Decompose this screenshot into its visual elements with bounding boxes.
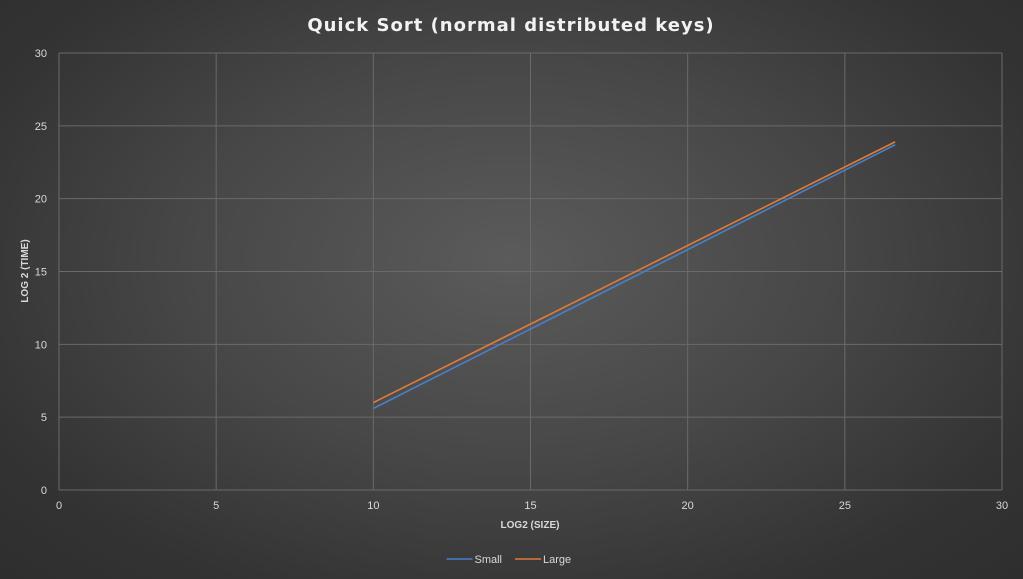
x-tick-label: 0 [56,500,62,512]
y-tick-label: 5 [41,412,47,424]
y-tick-label: 0 [41,485,47,497]
legend-label: Small [475,554,503,566]
series-layer [372,141,896,410]
legend-item-small: Small [446,554,503,566]
y-tick-label: 15 [35,267,47,279]
x-tick-label: 5 [213,500,219,512]
y-tick-label: 20 [35,194,47,206]
legend-label: Large [543,554,571,566]
chart-title: Quick Sort (normal distributed keys) [307,15,714,36]
y-tick-label: 10 [35,339,47,351]
grid-layer [58,52,1003,491]
legend: Small Large [446,554,571,566]
x-tick-label: 10 [367,500,379,512]
x-tick-label: 30 [996,500,1008,512]
x-tick-label: 20 [682,500,694,512]
x-tick-label: 25 [839,500,851,512]
x-tick-label: 15 [524,500,536,512]
tick-labels: 0 5 10 15 20 25 30 0 5 10 15 20 25 30 [35,48,1008,512]
series-line-large [372,141,896,404]
y-tick-label: 30 [35,48,47,60]
y-tick-label: 25 [35,121,47,133]
y-axis-title: LOG 2 (TIME) [20,239,31,302]
x-axis-title: LOG2 (SIZE) [501,520,560,531]
legend-item-large: Large [515,554,571,566]
series-line-small [372,144,896,410]
